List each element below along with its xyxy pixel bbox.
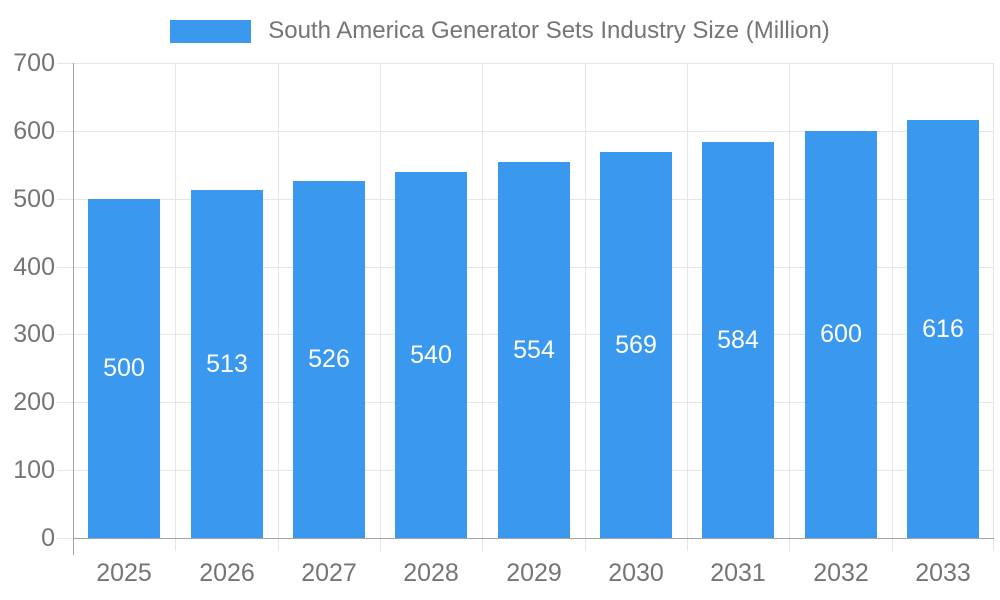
y-axis-tick-label: 300 <box>13 320 55 348</box>
x-axis-tick-label: 2033 <box>915 559 971 587</box>
x-axis-tick-label: 2026 <box>199 559 255 587</box>
bar: 513 <box>191 190 263 538</box>
legend-label: South America Generator Sets Industry Si… <box>268 17 830 44</box>
y-axis-tick-label: 600 <box>13 117 55 145</box>
bar-value-label: 554 <box>513 335 555 364</box>
bar: 584 <box>702 142 774 538</box>
x-axis-tick-label: 2030 <box>608 559 664 587</box>
y-axis-tick-label: 200 <box>13 388 55 416</box>
bar-value-label: 584 <box>717 325 759 354</box>
x-axis-tick <box>585 539 586 551</box>
y-axis-tick <box>57 131 73 132</box>
bar-value-label: 540 <box>410 340 452 369</box>
bar-value-label: 569 <box>615 330 657 359</box>
bar: 554 <box>498 162 570 538</box>
bar: 616 <box>907 120 979 538</box>
bar-value-label: 616 <box>922 314 964 343</box>
y-axis-tick <box>57 199 73 200</box>
y-axis-tick-label: 700 <box>13 49 55 77</box>
gridline-vertical <box>993 63 994 538</box>
y-axis-tick <box>57 267 73 268</box>
y-axis-tick <box>57 402 73 403</box>
x-axis-tick <box>380 539 381 551</box>
plot-area: 500 513 526 540 554 569 584 600 616 <box>57 63 994 555</box>
gridline-vertical <box>482 63 483 538</box>
x-axis-tick <box>278 539 279 551</box>
x-axis-tick <box>789 539 790 551</box>
x-axis-tick <box>993 539 994 551</box>
gridline-vertical <box>585 63 586 538</box>
y-axis-tick <box>57 470 73 471</box>
y-axis-tick <box>57 538 73 539</box>
gridline-horizontal <box>73 131 994 132</box>
gridline-vertical <box>278 63 279 538</box>
x-axis-tick-label: 2031 <box>710 559 766 587</box>
y-axis-tick-label: 0 <box>41 524 55 552</box>
legend-swatch-icon <box>170 19 252 43</box>
x-axis-tick <box>482 539 483 551</box>
x-axis-tick-label: 2028 <box>403 559 459 587</box>
bar-value-label: 600 <box>820 320 862 348</box>
y-axis-tick-label: 100 <box>13 456 55 484</box>
x-axis-tick <box>892 539 893 551</box>
bar-value-label: 526 <box>308 345 350 373</box>
gridline-horizontal <box>73 63 994 64</box>
x-axis-tick-label: 2029 <box>506 559 562 587</box>
bar: 526 <box>293 181 365 538</box>
x-axis-tick-label: 2027 <box>301 559 357 587</box>
y-axis-tick-label: 400 <box>13 253 55 281</box>
gridline-vertical <box>380 63 381 538</box>
gridline-vertical <box>687 63 688 538</box>
bar-value-label: 513 <box>206 349 248 378</box>
bar: 600 <box>805 131 877 538</box>
gridline-vertical <box>789 63 790 538</box>
x-axis-tick-label: 2025 <box>96 559 152 587</box>
x-axis-tick <box>687 539 688 551</box>
gridline-vertical <box>175 63 176 538</box>
y-axis-tick <box>57 63 73 64</box>
bar: 500 <box>88 199 160 538</box>
y-axis-tick <box>57 334 73 335</box>
x-axis-line <box>73 538 994 539</box>
y-axis-tick-label: 500 <box>13 185 55 213</box>
bar: 540 <box>395 172 467 538</box>
x-axis-tick <box>175 539 176 551</box>
x-axis-tick-label: 2032 <box>813 559 869 587</box>
y-axis-line <box>73 63 74 555</box>
gridline-vertical <box>892 63 893 538</box>
bar-value-label: 500 <box>103 354 145 382</box>
bar: 569 <box>600 152 672 538</box>
legend[interactable]: South America Generator Sets Industry Si… <box>0 17 1000 45</box>
